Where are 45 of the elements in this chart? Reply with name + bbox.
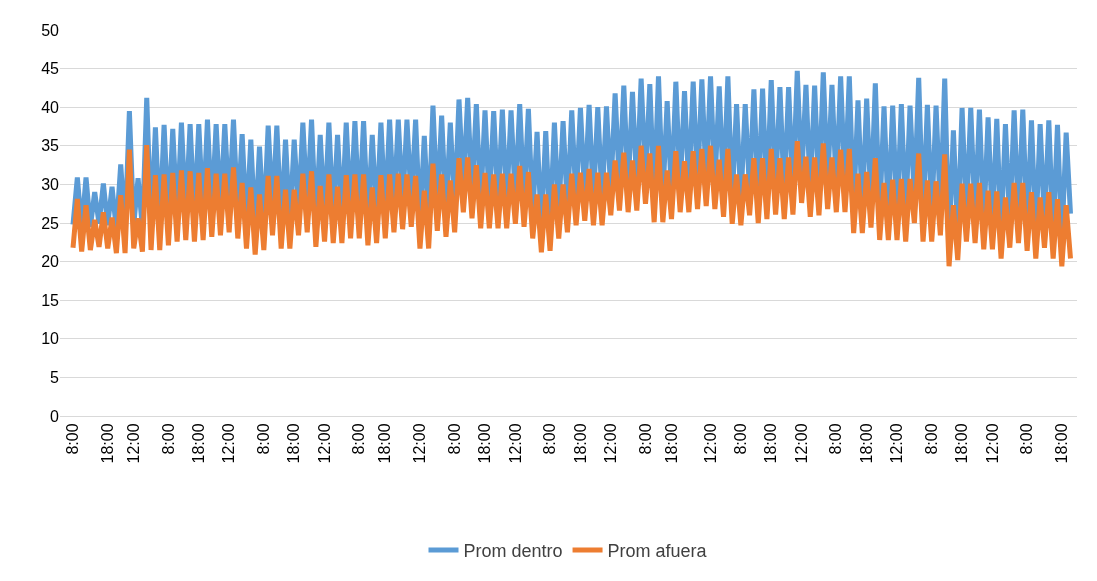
y-tick-label: 40 — [41, 98, 60, 116]
x-tick-label: 18:00 — [662, 423, 680, 464]
y-tick-label: 10 — [41, 330, 60, 348]
x-tick-label: 12:00 — [888, 423, 906, 464]
x-tick-label: 8:00 — [1018, 423, 1036, 455]
x-tick-label: 18:00 — [285, 423, 303, 464]
x-tick-label: 18:00 — [857, 423, 875, 464]
x-tick-label: 18:00 — [953, 423, 971, 464]
x-tick-label: 12:00 — [506, 423, 524, 464]
y-tick-label: 5 — [50, 369, 60, 386]
x-tick-label: 12:00 — [411, 423, 429, 464]
x-tick-label: 8:00 — [64, 423, 82, 455]
x-tick-label: 8:00 — [159, 423, 177, 455]
x-tick-label: 12:00 — [792, 423, 810, 464]
y-tick-label: 25 — [41, 214, 60, 232]
y-tick-label: 15 — [41, 291, 60, 309]
y-tick-label: 50 — [41, 21, 60, 39]
x-tick-label: 12:00 — [220, 423, 238, 464]
y-tick-label: 20 — [41, 253, 60, 271]
x-tick-label: 12:00 — [315, 423, 333, 464]
x-tick-label: 8:00 — [350, 423, 368, 455]
x-tick-label: 12:00 — [124, 423, 142, 464]
legend-label: Prom dentro — [463, 541, 563, 562]
x-tick-label: 8:00 — [541, 423, 559, 455]
x-tick-label: 18:00 — [476, 423, 494, 464]
legend-label: Prom afuera — [607, 541, 708, 562]
x-tick-label: 12:00 — [701, 423, 719, 464]
x-tick-label: 18:00 — [376, 423, 394, 464]
x-tick-label: 18:00 — [762, 423, 780, 464]
x-tick-label: 8:00 — [255, 423, 273, 455]
x-tick-label: 8:00 — [445, 423, 463, 455]
x-tick-label: 8:00 — [922, 423, 940, 455]
x-tick-label: 18:00 — [98, 423, 116, 464]
y-tick-label: 0 — [50, 407, 60, 425]
y-tick-label: 35 — [41, 137, 60, 155]
y-tick-label: 45 — [41, 60, 60, 78]
x-tick-label: 12:00 — [601, 423, 619, 464]
x-tick-label: 18:00 — [571, 423, 589, 464]
x-tick-label: 8:00 — [636, 423, 654, 455]
x-tick-label: 8:00 — [732, 423, 750, 455]
x-tick-label: 8:00 — [827, 423, 845, 455]
x-tick-label: 18:00 — [189, 423, 207, 464]
y-tick-label: 30 — [41, 176, 60, 193]
x-tick-label: 12:00 — [983, 423, 1001, 464]
x-tick-label: 18:00 — [1053, 423, 1071, 464]
